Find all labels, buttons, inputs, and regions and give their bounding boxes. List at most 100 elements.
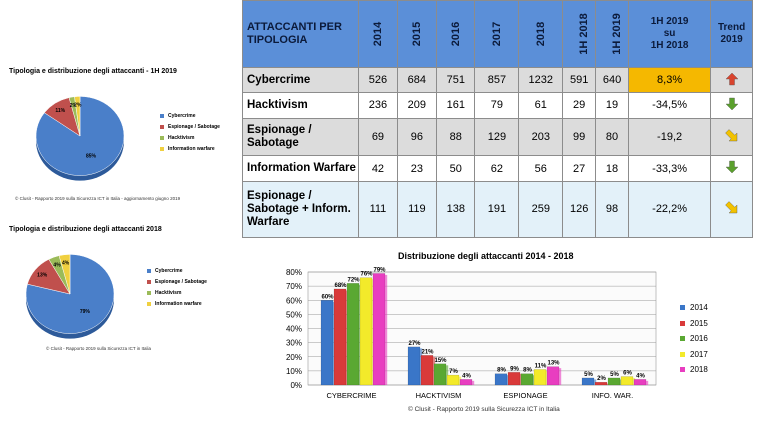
- x-tick-label: CYBERCRIME: [326, 391, 376, 400]
- bar-side: [385, 274, 388, 385]
- table-cell: 23: [396, 155, 438, 182]
- table-cell: 684: [396, 66, 438, 94]
- bar: [446, 374, 460, 386]
- arrow-diagonal-icon: [724, 128, 737, 141]
- legend-label: 2015: [690, 318, 708, 328]
- table-cell: 50: [436, 155, 476, 182]
- bar-value-label: 15%: [434, 358, 447, 364]
- bar-value-label: 21%: [421, 349, 434, 355]
- legend-label: 2016: [690, 334, 708, 344]
- legend-label: 2017: [690, 349, 708, 359]
- table-cell: 129: [474, 117, 520, 157]
- legend-item: 2016: [680, 331, 708, 347]
- pie-slice: [25, 254, 115, 334]
- bar-value-label: 60%: [321, 294, 334, 300]
- bar-value-label: 5%: [610, 372, 619, 378]
- y-tick-label: 50%: [286, 310, 302, 319]
- table-cell: 18: [595, 155, 629, 182]
- pie-slice-label: 2%: [70, 103, 78, 109]
- legend-label: Espionage / Sabotage: [155, 278, 207, 285]
- bar-value-label: 13%: [547, 361, 560, 367]
- bar-value-label: 9%: [510, 366, 519, 372]
- bar-value-label: 8%: [523, 368, 532, 374]
- pie-slice-label: 85%: [86, 153, 97, 159]
- bar: [433, 363, 447, 386]
- bar: [420, 355, 434, 386]
- legend-label: Information warfare: [155, 300, 202, 307]
- table-cell: 42: [358, 155, 398, 182]
- table-header-year: 2017: [474, 0, 520, 68]
- bar-value-label: 2%: [597, 376, 606, 382]
- table-cell: 751: [436, 66, 476, 94]
- bar: [620, 376, 634, 386]
- bar-value-label: 68%: [334, 283, 347, 289]
- pie2-chart: 79% 13% 4% 4%: [25, 254, 115, 339]
- legend-item: 2018: [680, 362, 708, 378]
- legend-swatch: [147, 290, 151, 295]
- legend-swatch: [147, 279, 151, 284]
- table-cell: 19: [595, 92, 629, 119]
- legend-item: Information warfare: [147, 298, 207, 309]
- attackers-table: ATTACCANTI PER TIPOLOGIA 2014 2015 2016 …: [241, 0, 753, 239]
- table-cell: 61: [518, 92, 564, 119]
- bar: [346, 283, 360, 386]
- bar-value-label: 79%: [373, 267, 386, 273]
- pie1-credit: © Clusit - Rapporto 2019 sulla Sicurezza…: [15, 196, 181, 201]
- change-cell: 8,3%: [627, 66, 712, 94]
- table-cell: 96: [396, 117, 438, 157]
- bar-chart: 0%10%20%30%40%50%60%70%80%60%68%72%76%79…: [286, 267, 657, 400]
- bar-value-label: 8%: [497, 368, 506, 374]
- pie-slice-label: 4%: [62, 261, 70, 267]
- y-tick-label: 60%: [286, 296, 302, 305]
- table-cell: 857: [474, 66, 520, 94]
- legend-swatch: [680, 320, 685, 326]
- legend-item: Information warfare: [160, 143, 220, 154]
- pie1-title: Tipologia e distribuzione degli attaccan…: [9, 68, 177, 75]
- pie2-title: Tipologia e distribuzione degli attaccan…: [9, 226, 162, 233]
- bar: [581, 377, 595, 386]
- table-cell: 111: [358, 180, 398, 239]
- row-label: Espionage / Sabotage: [241, 117, 360, 157]
- legend-item: 2014: [680, 300, 708, 316]
- bar: [407, 346, 421, 386]
- table-header-label: ATTACCANTI PER TIPOLOGIA: [241, 0, 360, 68]
- bar-value-label: 76%: [360, 272, 373, 278]
- bar: [359, 277, 373, 386]
- pie-slice: [74, 96, 81, 137]
- legend-item: Hacktivism: [160, 132, 220, 143]
- bar-value-label: 4%: [636, 373, 645, 379]
- trend-cell: [710, 66, 753, 94]
- table-header-change: 1H 2019 su 1H 2018: [627, 0, 712, 68]
- pie-slice-label: 79%: [80, 309, 91, 315]
- legend-label: Cybercrime: [168, 112, 196, 119]
- pie1-legend: Cybercrime Espionage / Sabotage Hacktivism…: [160, 110, 220, 154]
- bar: [633, 379, 647, 386]
- bar: [320, 300, 334, 386]
- bar: [372, 273, 386, 386]
- bar: [594, 381, 608, 386]
- bar: [333, 288, 347, 386]
- pie-slice-label: 13%: [37, 273, 48, 279]
- y-tick-label: 30%: [286, 339, 302, 348]
- table-row: Espionage / Sabotage 69 96 88 129 203 99 80 -19,…: [241, 117, 753, 157]
- y-tick-label: 70%: [286, 282, 302, 291]
- pie1-chart: 85% 11% 2%2%: [35, 96, 125, 181]
- table-cell: 99: [562, 117, 597, 157]
- y-tick-label: 20%: [286, 353, 302, 362]
- bar-value-label: 6%: [623, 371, 632, 377]
- table-cell: 1232: [518, 66, 564, 94]
- pie2-legend: Cybercrime Espionage / Sabotage Hacktivism…: [147, 265, 207, 309]
- table-cell: 591: [562, 66, 597, 94]
- table-cell: 526: [358, 66, 398, 94]
- x-tick-label: HACKTIVISM: [416, 391, 462, 400]
- table-cell: 79: [474, 92, 520, 119]
- table-cell: 62: [474, 155, 520, 182]
- bar: [607, 377, 621, 386]
- bar-chart-legend: 2014 2015 2016 2017 2018: [680, 300, 708, 378]
- table-cell: 640: [595, 66, 629, 94]
- trend-cell: [710, 117, 753, 157]
- bar-side: [559, 368, 562, 385]
- table-row: Hacktivism 236 209 161 79 61 29 19 -34,5%: [241, 92, 753, 119]
- table-cell: 29: [562, 92, 597, 119]
- legend-item: 2015: [680, 316, 708, 332]
